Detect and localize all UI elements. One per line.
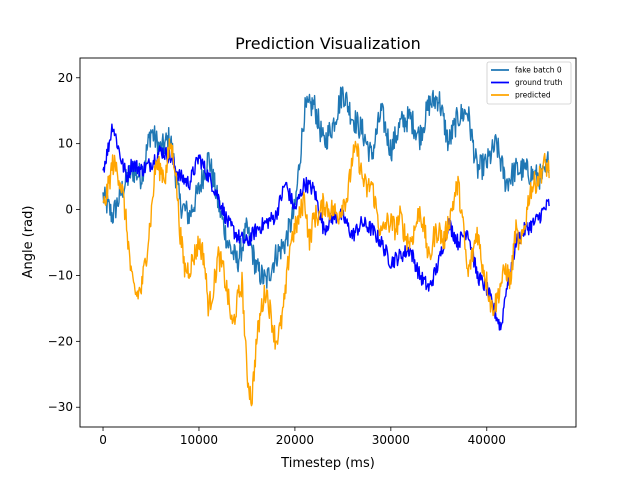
y-tick-label: −20 (48, 334, 73, 348)
legend-label: fake batch 0 (515, 66, 562, 75)
series-line-2 (102, 123, 550, 331)
y-tick-label: −30 (48, 400, 73, 414)
plot-frame (79, 57, 577, 428)
chart-title: Prediction Visualization (235, 34, 421, 53)
y-axis: −30 −20 −10 0 10 20 (48, 71, 80, 414)
y-tick-label: 0 (65, 203, 73, 217)
series-layer (102, 86, 550, 407)
x-tick-label: 10000 (180, 433, 218, 447)
x-tick-label: 30000 (372, 433, 410, 447)
legend-label: ground truth (515, 78, 563, 87)
series-line-3 (102, 138, 550, 407)
x-axis: 0 10000 20000 30000 40000 (99, 427, 506, 447)
legend: fake batch 0 ground truth predicted (486, 61, 572, 105)
y-tick-label: 10 (58, 137, 73, 151)
y-tick-label: −10 (48, 268, 73, 282)
x-tick-label: 0 (99, 433, 107, 447)
x-tick-label: 40000 (468, 433, 506, 447)
y-axis-label: Angle (rad) (21, 206, 36, 279)
x-tick-label: 20000 (276, 433, 314, 447)
x-axis-label: Timestep (ms) (280, 456, 375, 471)
legend-box (486, 61, 572, 105)
legend-label: predicted (515, 91, 551, 100)
y-tick-label: 20 (58, 71, 73, 85)
